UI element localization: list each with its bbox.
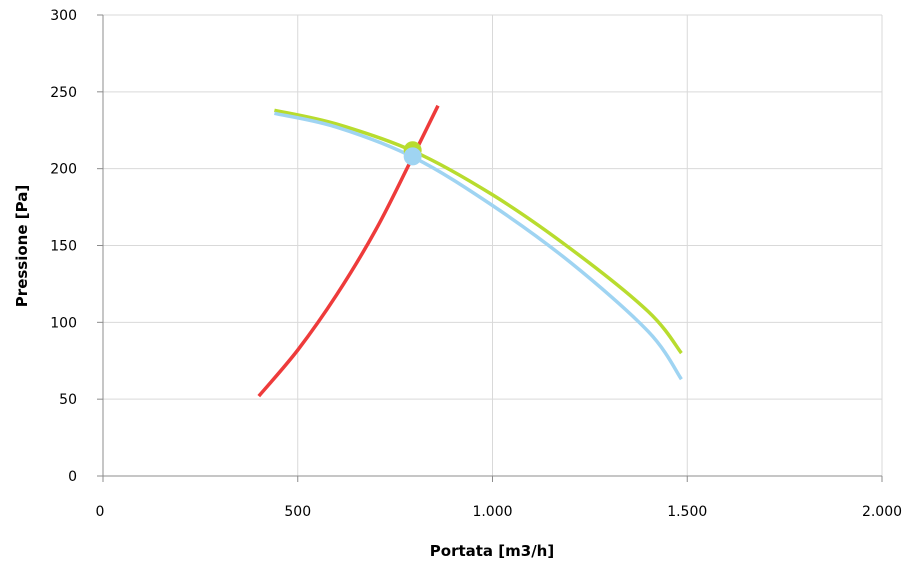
x-tick-label: 0 xyxy=(96,504,105,520)
x-axis-label: Portata [m3/h] xyxy=(430,542,554,560)
y-tick-label: 200 xyxy=(50,162,77,178)
grid-layer xyxy=(103,14,883,476)
y-tick-label: 50 xyxy=(59,392,77,408)
x-tick-label: 1.500 xyxy=(667,504,707,520)
x-tick-label: 500 xyxy=(284,504,311,520)
y-tick-label: 300 xyxy=(50,8,77,24)
tick-labels: 0 50 100 150 200 250 300 0 500 1.000 1.500 2.000 xyxy=(50,8,902,520)
operating-point-marker xyxy=(403,147,422,166)
y-tick-label: 100 xyxy=(50,315,77,331)
y-tick-label: 250 xyxy=(50,85,77,101)
operating-points xyxy=(403,141,422,166)
y-tick-label: 150 xyxy=(50,239,77,255)
y-axis-label: Pressione [Pa] xyxy=(13,185,31,307)
series-layer xyxy=(257,104,683,398)
x-tick-label: 1.000 xyxy=(472,504,512,520)
x-tick-label: 2.000 xyxy=(862,504,902,520)
axis-layer xyxy=(97,14,883,482)
fan-curve-blue-line xyxy=(274,111,683,381)
y-tick-label: 0 xyxy=(68,469,77,485)
fan-curve-green-line xyxy=(274,108,683,355)
